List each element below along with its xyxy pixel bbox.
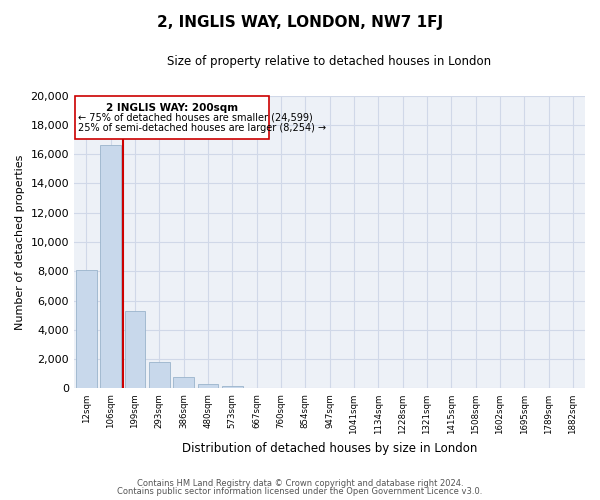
Title: Size of property relative to detached houses in London: Size of property relative to detached ho… [167,55,491,68]
X-axis label: Distribution of detached houses by size in London: Distribution of detached houses by size … [182,442,477,455]
Bar [173,378,194,388]
Bar [222,386,242,388]
Bar [197,384,218,388]
Bar [100,146,121,388]
Text: 25% of semi-detached houses are larger (8,254) →: 25% of semi-detached houses are larger (… [77,124,326,134]
Bar [76,270,97,388]
Text: 2, INGLIS WAY, LONDON, NW7 1FJ: 2, INGLIS WAY, LONDON, NW7 1FJ [157,15,443,30]
Text: Contains HM Land Registry data © Crown copyright and database right 2024.: Contains HM Land Registry data © Crown c… [137,478,463,488]
Text: 2 INGLIS WAY: 200sqm: 2 INGLIS WAY: 200sqm [106,103,238,113]
Bar [125,311,145,388]
Text: ← 75% of detached houses are smaller (24,599): ← 75% of detached houses are smaller (24… [77,112,313,122]
Bar [149,362,170,388]
Text: Contains public sector information licensed under the Open Government Licence v3: Contains public sector information licen… [118,487,482,496]
Y-axis label: Number of detached properties: Number of detached properties [15,154,25,330]
FancyBboxPatch shape [75,96,269,140]
